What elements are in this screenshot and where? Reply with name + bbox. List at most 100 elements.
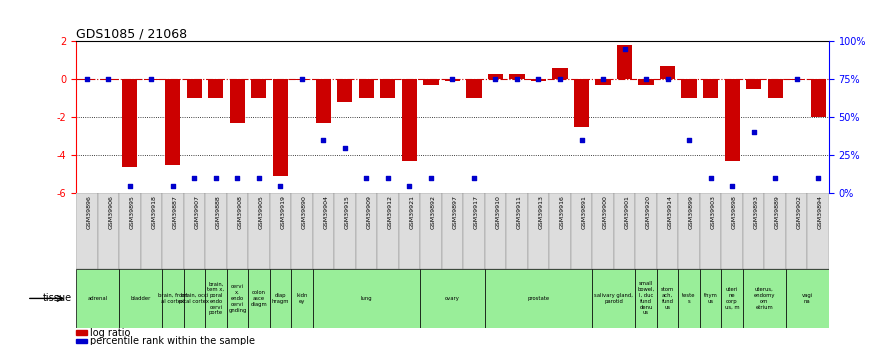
Bar [76,339,87,343]
Text: adrenal: adrenal [88,296,108,301]
Point [252,175,266,181]
Bar [399,193,420,269]
Text: uteri
ne
corp
us, m: uteri ne corp us, m [725,287,739,309]
Point [230,175,245,181]
Bar [635,193,657,269]
Bar [721,193,743,269]
Bar [166,79,180,165]
Text: log ratio: log ratio [90,328,130,337]
Point [144,77,159,82]
Bar [119,193,141,269]
Text: brain,
tem x,
poral
endo
cervi
porte: brain, tem x, poral endo cervi porte [208,282,224,315]
Bar [467,79,481,98]
Point [531,77,546,82]
Bar [592,193,614,269]
Bar [764,193,786,269]
Point [316,137,331,143]
Text: GDS1085 / 21068: GDS1085 / 21068 [76,27,187,40]
Bar [531,79,546,81]
Point [703,175,718,181]
Bar [316,79,331,123]
Text: GSM39900: GSM39900 [603,196,608,229]
Point [101,77,116,82]
Bar [743,269,786,328]
Bar [80,79,94,80]
Text: GSM39894: GSM39894 [818,196,823,229]
Point [402,183,417,188]
Text: GSM39921: GSM39921 [409,196,415,229]
Point [553,77,567,82]
Bar [119,269,162,328]
Text: GSM39903: GSM39903 [711,196,716,229]
Text: GSM39915: GSM39915 [345,196,350,229]
Text: teste
s: teste s [682,293,696,304]
Bar [617,45,632,79]
Bar [488,73,503,79]
Bar [291,269,313,328]
Bar [205,193,227,269]
Text: GSM39892: GSM39892 [431,196,436,229]
Bar [209,79,223,98]
Text: uterus,
endomy
om
etrium: uterus, endomy om etrium [754,287,775,309]
Text: GSM39908: GSM39908 [237,196,243,229]
Bar [420,269,485,328]
Bar [230,79,245,123]
Bar [596,79,610,85]
Bar [786,269,829,328]
Bar [743,193,764,269]
Point [574,137,589,143]
Point [445,77,460,82]
Text: GSM39910: GSM39910 [495,196,501,229]
Point [295,77,309,82]
Text: GSM39902: GSM39902 [797,196,802,229]
Point [338,145,352,150]
Bar [98,193,119,269]
Point [789,77,804,82]
Text: diap
hragm: diap hragm [271,293,289,304]
Bar [506,193,528,269]
Bar [377,193,399,269]
Bar [76,193,98,269]
Bar [746,79,761,89]
Bar [356,193,377,269]
Bar [184,193,205,269]
Bar [313,269,420,328]
Text: tissue: tissue [42,294,72,303]
Point [359,175,374,181]
Point [467,175,481,181]
Text: thym
us: thym us [703,293,718,304]
Bar [123,79,137,167]
Point [166,183,180,188]
Point [123,183,137,188]
Bar [205,269,227,328]
Bar [485,269,592,328]
Bar [334,193,356,269]
Text: bladder: bladder [131,296,151,301]
Text: GSM39899: GSM39899 [689,196,694,229]
Point [424,175,438,181]
Text: brain, front
al cortex: brain, front al cortex [158,293,188,304]
Bar [463,193,485,269]
Point [725,183,739,188]
Text: GSM39888: GSM39888 [216,196,221,229]
Text: GSM39916: GSM39916 [560,196,565,229]
Bar [657,269,678,328]
Bar [682,79,696,98]
Text: prostate: prostate [528,296,549,301]
Text: GSM39913: GSM39913 [538,196,544,229]
Text: GSM39890: GSM39890 [302,196,307,229]
Bar [786,193,807,269]
Point [187,175,202,181]
Text: GSM39895: GSM39895 [130,196,135,229]
Bar [549,193,571,269]
Point [768,175,782,181]
Text: percentile rank within the sample: percentile rank within the sample [90,336,254,345]
Bar [614,193,635,269]
Bar [700,193,721,269]
Point [746,130,761,135]
Point [80,77,94,82]
Bar [338,79,352,102]
Bar [141,193,162,269]
Bar [359,79,374,98]
Text: GSM39906: GSM39906 [108,196,114,229]
